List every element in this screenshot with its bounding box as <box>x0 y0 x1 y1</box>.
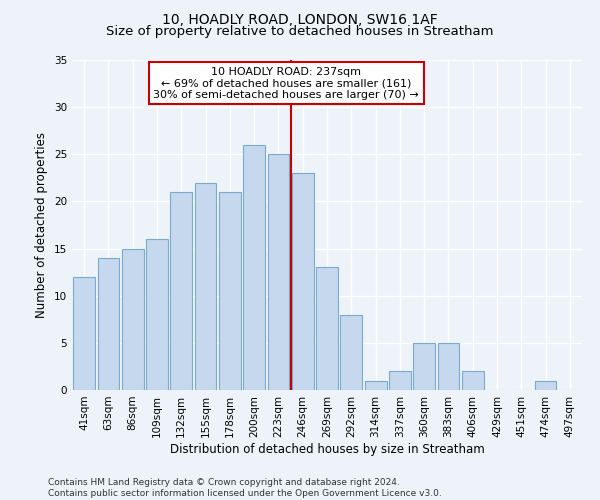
Bar <box>73 277 95 390</box>
Bar <box>292 173 314 390</box>
X-axis label: Distribution of detached houses by size in Streatham: Distribution of detached houses by size … <box>170 442 484 456</box>
Bar <box>219 192 241 390</box>
Y-axis label: Number of detached properties: Number of detached properties <box>35 132 49 318</box>
Bar <box>170 192 192 390</box>
Bar <box>146 239 168 390</box>
Bar <box>97 258 119 390</box>
Bar <box>389 371 411 390</box>
Text: 10, HOADLY ROAD, LONDON, SW16 1AF: 10, HOADLY ROAD, LONDON, SW16 1AF <box>162 12 438 26</box>
Bar <box>316 268 338 390</box>
Bar <box>268 154 289 390</box>
Bar <box>462 371 484 390</box>
Bar <box>122 248 143 390</box>
Bar <box>535 380 556 390</box>
Bar <box>365 380 386 390</box>
Bar <box>437 343 460 390</box>
Bar <box>413 343 435 390</box>
Bar <box>340 314 362 390</box>
Text: 10 HOADLY ROAD: 237sqm
← 69% of detached houses are smaller (161)
30% of semi-de: 10 HOADLY ROAD: 237sqm ← 69% of detached… <box>154 66 419 100</box>
Bar <box>194 182 217 390</box>
Text: Contains HM Land Registry data © Crown copyright and database right 2024.
Contai: Contains HM Land Registry data © Crown c… <box>48 478 442 498</box>
Bar <box>243 145 265 390</box>
Text: Size of property relative to detached houses in Streatham: Size of property relative to detached ho… <box>106 25 494 38</box>
